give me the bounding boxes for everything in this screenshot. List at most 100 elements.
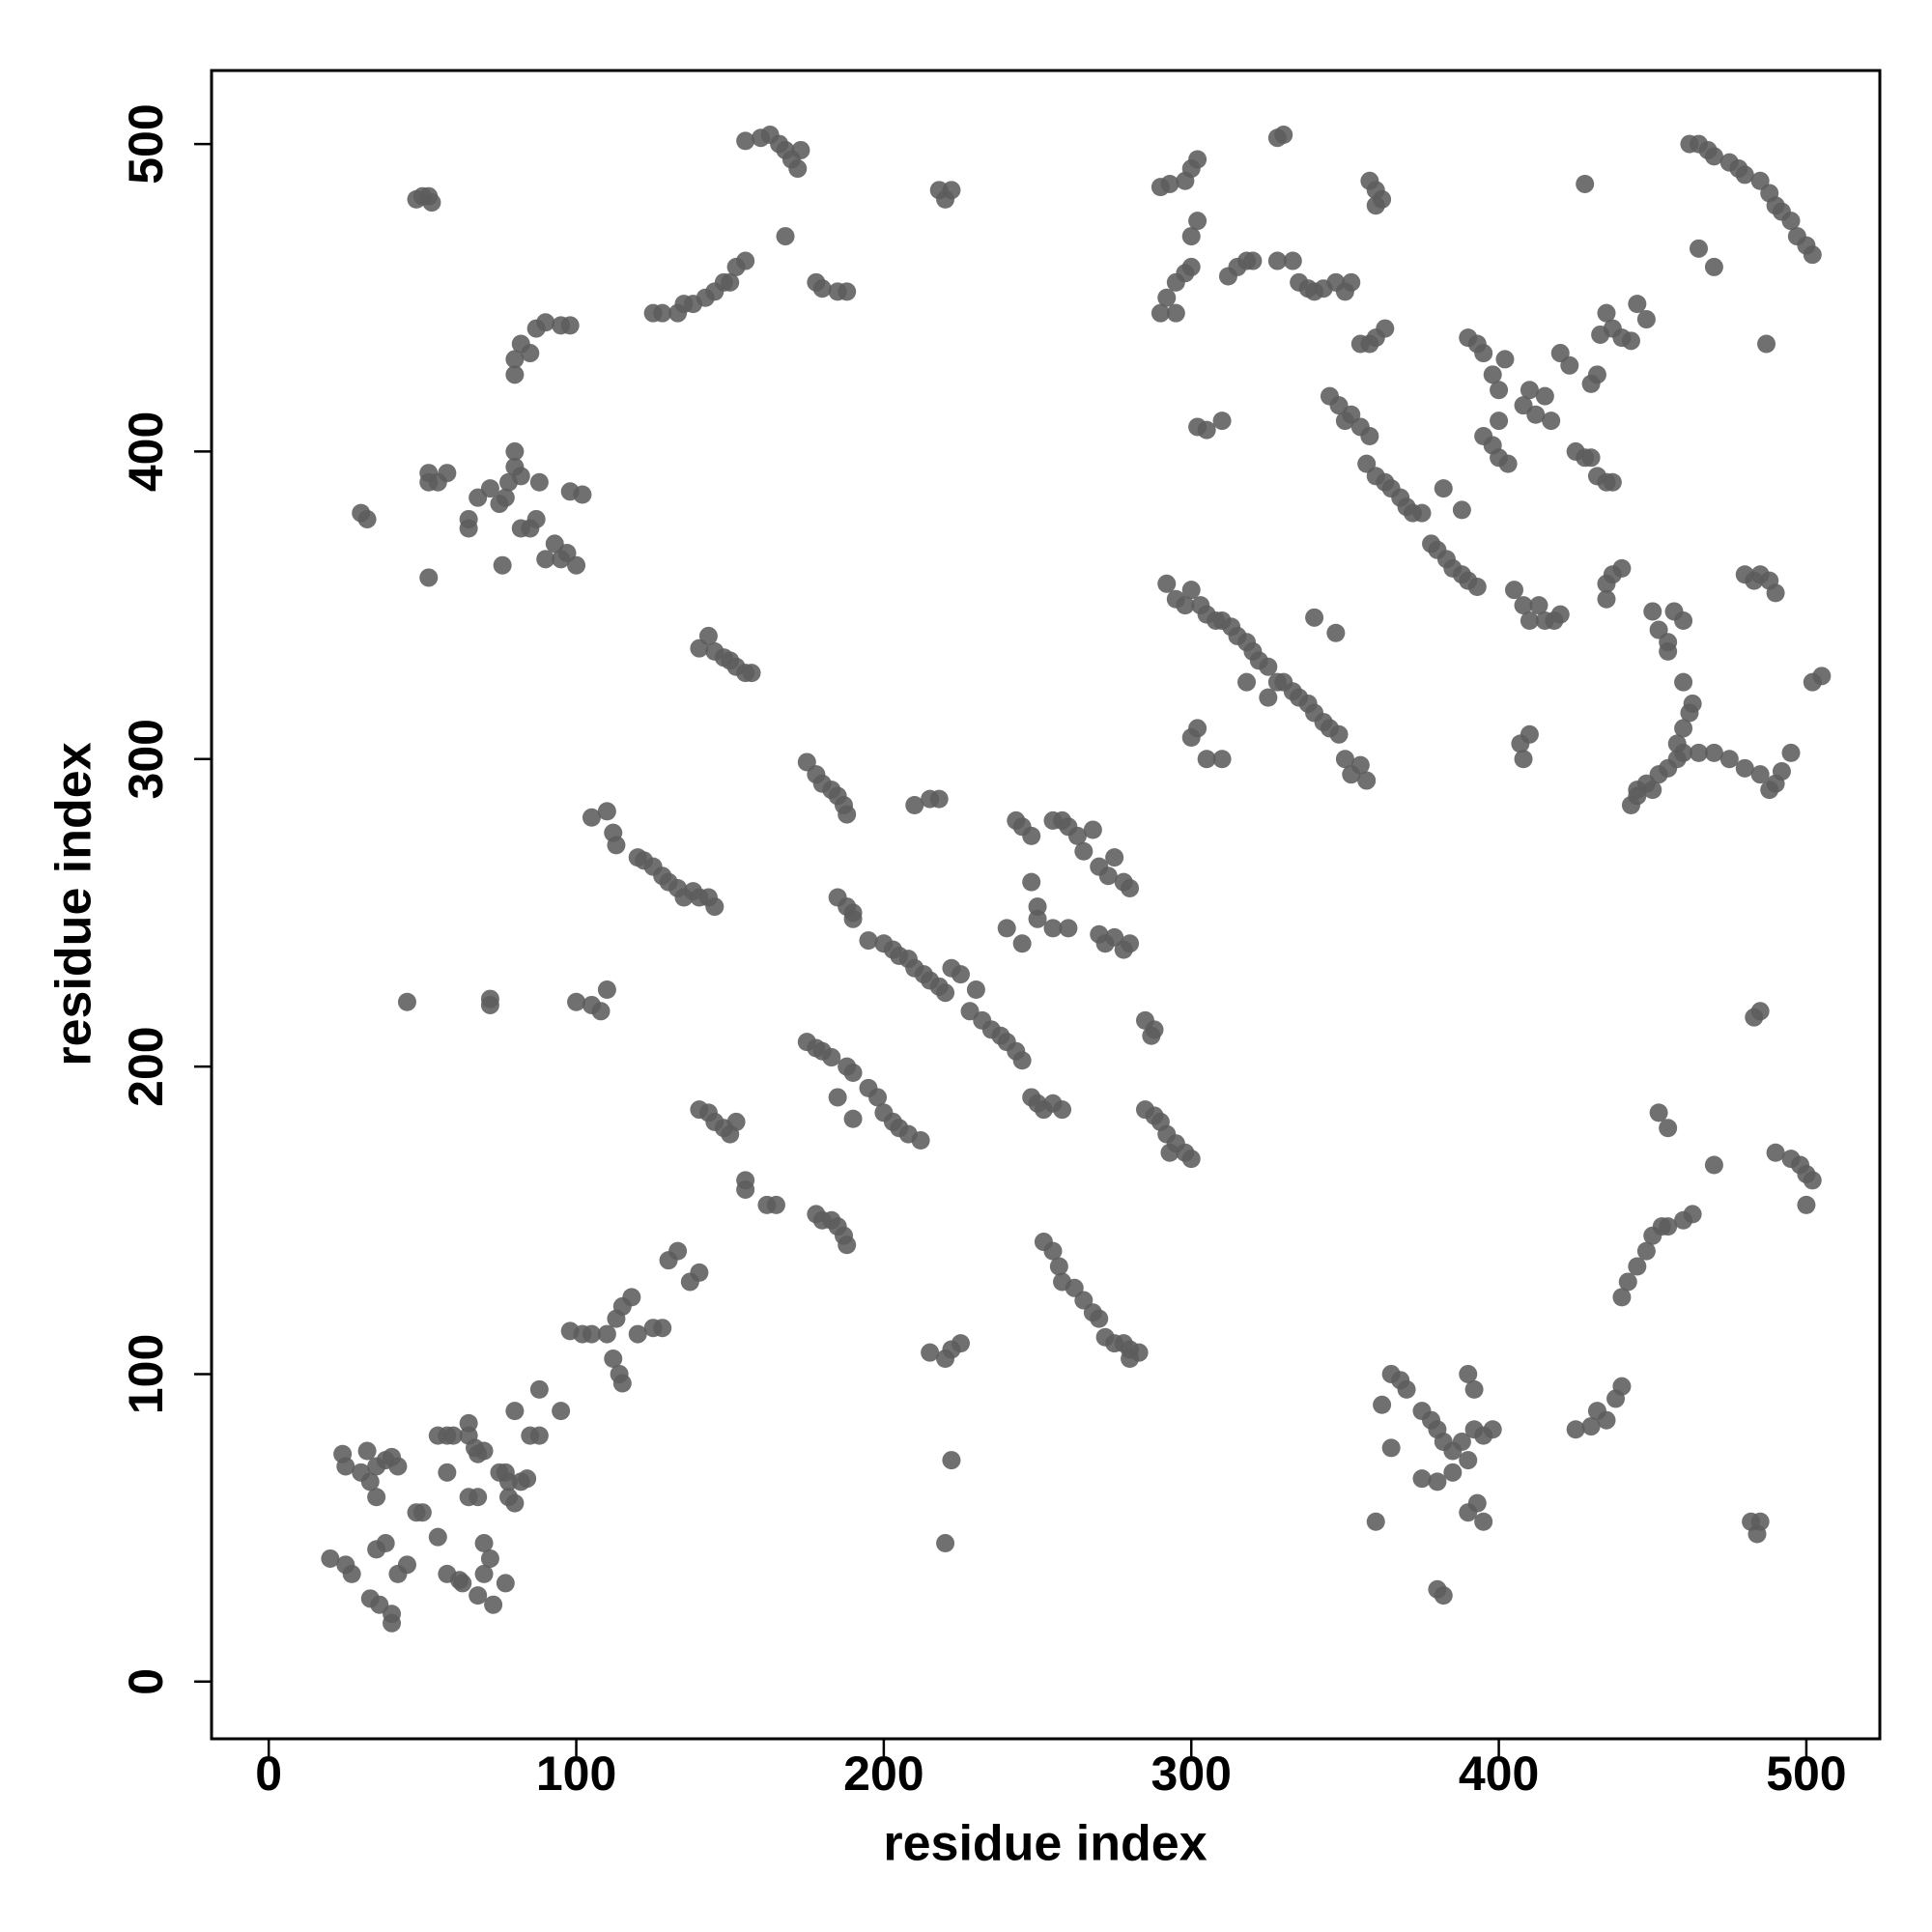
point — [1597, 1410, 1616, 1430]
point — [469, 1586, 488, 1605]
x-tick-label: 300 — [1151, 1747, 1232, 1801]
point — [1750, 765, 1770, 784]
point — [1326, 623, 1346, 642]
point — [376, 1534, 395, 1553]
point — [1151, 178, 1170, 197]
point — [1121, 934, 1140, 953]
point — [1105, 848, 1124, 867]
point — [597, 1324, 616, 1344]
point — [1618, 1272, 1637, 1292]
point — [367, 1488, 386, 1507]
point — [474, 1564, 494, 1583]
point — [1566, 1420, 1585, 1439]
point — [521, 344, 540, 363]
point — [1181, 227, 1201, 246]
point — [443, 1426, 463, 1445]
point — [1603, 472, 1622, 492]
point — [1781, 743, 1801, 762]
point — [1674, 672, 1693, 692]
point — [936, 1534, 955, 1553]
point — [1188, 150, 1208, 169]
point — [582, 1324, 601, 1344]
point — [1659, 1217, 1678, 1236]
point — [1498, 454, 1518, 473]
point — [1719, 750, 1739, 769]
x-tick-label: 200 — [843, 1747, 923, 1801]
point — [412, 1503, 432, 1522]
point — [1053, 1100, 1072, 1120]
point — [597, 980, 616, 1000]
point — [1612, 1377, 1632, 1396]
point — [1267, 251, 1287, 270]
point — [1649, 1103, 1668, 1122]
point — [511, 467, 530, 486]
point — [607, 836, 626, 855]
point — [1704, 1155, 1723, 1175]
point — [1704, 743, 1723, 762]
point — [1412, 1469, 1432, 1489]
point — [1735, 758, 1754, 778]
point — [1636, 310, 1656, 329]
point — [1181, 581, 1201, 600]
point — [1434, 1586, 1453, 1605]
point — [1674, 611, 1693, 631]
point — [1366, 1512, 1385, 1531]
point — [1243, 251, 1263, 270]
point — [438, 464, 457, 483]
point — [1428, 1472, 1447, 1492]
point — [397, 992, 416, 1011]
point — [428, 1527, 447, 1547]
point — [480, 479, 499, 498]
point — [843, 1063, 863, 1082]
point — [1803, 1171, 1822, 1190]
point — [822, 1048, 841, 1067]
point — [1550, 605, 1570, 624]
point — [518, 1469, 537, 1489]
point — [480, 995, 499, 1014]
point — [921, 1343, 940, 1362]
point — [1090, 1309, 1109, 1328]
point — [336, 1457, 355, 1476]
point — [942, 181, 961, 200]
point — [1597, 303, 1616, 323]
point — [1643, 602, 1662, 621]
point — [1490, 412, 1509, 431]
point — [505, 441, 525, 461]
point — [653, 303, 672, 323]
point — [1464, 1379, 1484, 1399]
point — [1443, 1463, 1463, 1482]
point — [1812, 667, 1832, 686]
point — [791, 140, 810, 159]
point — [582, 808, 601, 827]
point — [742, 664, 761, 683]
point — [1059, 919, 1078, 938]
point — [1049, 1257, 1068, 1276]
point — [628, 1324, 647, 1344]
x-tick-label: 100 — [536, 1747, 616, 1801]
point — [1022, 872, 1041, 892]
point — [1659, 641, 1678, 661]
point — [1188, 212, 1208, 231]
point — [776, 227, 795, 246]
point — [1750, 1512, 1770, 1531]
point — [1483, 1420, 1502, 1439]
point — [612, 1374, 632, 1393]
point — [1704, 257, 1723, 276]
point — [1160, 1143, 1179, 1162]
point — [360, 1472, 380, 1492]
point — [951, 965, 970, 984]
point — [1459, 1451, 1478, 1470]
point — [668, 1241, 688, 1261]
point — [505, 1493, 525, 1513]
point — [838, 282, 857, 301]
point — [997, 919, 1016, 938]
point — [1612, 1288, 1632, 1307]
point — [1766, 1143, 1785, 1162]
point — [496, 488, 515, 507]
point — [1067, 826, 1087, 845]
point — [788, 159, 808, 179]
point — [1689, 743, 1708, 762]
point — [480, 1548, 499, 1568]
point — [1259, 657, 1278, 676]
